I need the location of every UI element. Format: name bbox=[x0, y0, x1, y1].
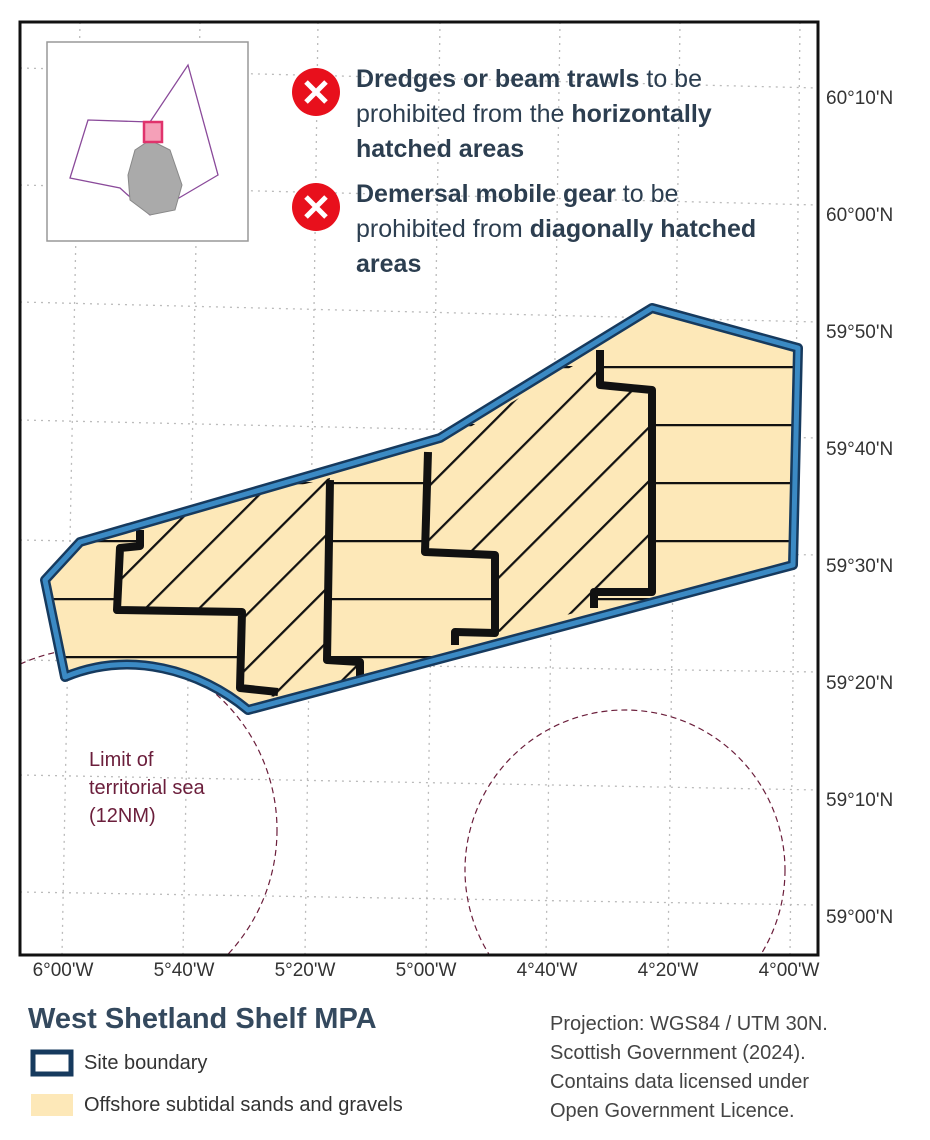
legend-swatch-sands bbox=[31, 1094, 73, 1116]
legend-label: Site boundary bbox=[84, 1052, 208, 1074]
inset bbox=[46, 41, 249, 242]
site bbox=[40, 303, 803, 715]
lon-label: 6°00'W bbox=[32, 960, 94, 981]
lat-label: 60°00'N bbox=[826, 205, 894, 226]
credit-line: Projection: WGS84 / UTM 30N. bbox=[550, 1013, 828, 1035]
lon-label: 4°00'W bbox=[758, 960, 820, 981]
note: Dredges or beam trawls to be prohibited … bbox=[356, 65, 712, 163]
lat-label: 60°10'N bbox=[826, 88, 894, 109]
frame bbox=[18, 20, 820, 957]
lon-label: 4°40'W bbox=[516, 960, 578, 981]
lon-label: 4°20'W bbox=[637, 960, 699, 981]
lat-label: 59°30'N bbox=[826, 556, 894, 577]
lat-label: 59°40'N bbox=[826, 439, 894, 460]
lon-label: 5°20'W bbox=[274, 960, 336, 981]
annotation-line: (12NM) bbox=[89, 805, 156, 827]
annotation: Limit of territorial sea (12NM) bbox=[89, 746, 205, 830]
credit-line: Contains data licensed under bbox=[550, 1071, 810, 1093]
legend-label: Offshore subtidal sands and gravels bbox=[84, 1094, 403, 1116]
lon-label: 5°00'W bbox=[395, 960, 457, 981]
prohibition-icons bbox=[292, 68, 340, 231]
lat-label: 59°00'N bbox=[826, 907, 894, 928]
annotation-line: Limit of bbox=[89, 749, 154, 771]
lat-label: 59°20'N bbox=[826, 673, 894, 694]
credit-line: Open Government Licence. bbox=[550, 1100, 795, 1122]
credit-line: Scottish Government (2024). bbox=[550, 1042, 806, 1064]
legend-swatch-boundary bbox=[30, 1049, 74, 1077]
title: West Shetland Shelf MPA bbox=[28, 1003, 377, 1035]
lon-label: 5°40'W bbox=[153, 960, 215, 981]
credits: Projection: WGS84 / UTM 30N. Scottish Gov… bbox=[550, 1010, 828, 1126]
lat-label: 59°50'N bbox=[826, 322, 894, 343]
annotation-line: territorial sea bbox=[89, 777, 205, 799]
lat-label: 59°10'N bbox=[826, 790, 894, 811]
note: Demersal mobile gear to be prohibited fr… bbox=[356, 180, 757, 278]
